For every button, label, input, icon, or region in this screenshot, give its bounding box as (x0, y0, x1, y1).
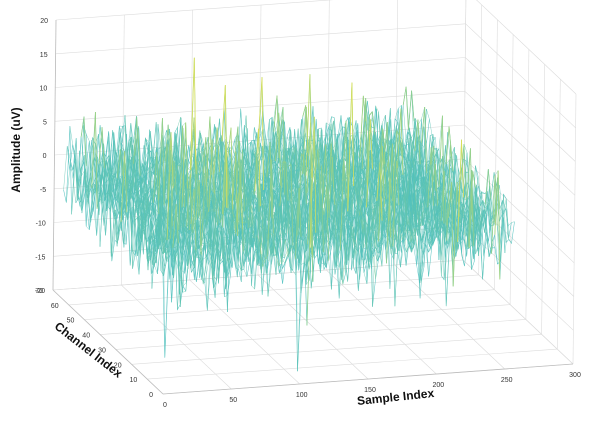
grid-line (147, 349, 557, 379)
mesh-peak-segment (408, 91, 411, 130)
grid-line (466, 0, 576, 94)
surface-mesh (64, 58, 515, 371)
grid-line (69, 275, 479, 305)
z-tick-label: 20 (40, 18, 48, 25)
grid-line (258, 275, 368, 379)
x-tick-label: 50 (229, 397, 237, 404)
grid-line (84, 290, 494, 320)
y-tick-label: 0 (149, 392, 153, 399)
z-tick-label: 15 (40, 52, 48, 59)
z-axis-label: Amplitude (uV) (9, 107, 23, 192)
grid-line (100, 305, 510, 335)
mesh-peak-segment (406, 87, 408, 130)
y-tick-label: 60 (51, 303, 59, 310)
x-tick-label: 100 (296, 392, 308, 399)
z-tick-label: -5 (40, 187, 46, 194)
grid-line (395, 265, 505, 369)
z-tick-label: 10 (40, 86, 48, 93)
grid-line (116, 319, 526, 349)
x-tick-label: 250 (501, 377, 513, 384)
z-tick-label: -15 (35, 254, 45, 261)
y-axis-label: Channel Index (52, 319, 126, 381)
z-tick-label: -10 (36, 221, 46, 228)
grid-line (132, 334, 542, 364)
mesh-peak-segment (439, 116, 443, 188)
z-tick-label: 0 (43, 153, 47, 160)
grid-line (465, 91, 575, 195)
x-tick-label: 0 (163, 402, 167, 409)
grid-line (463, 260, 573, 364)
x-tick-label: 300 (569, 372, 581, 379)
y-tick-label: 10 (130, 377, 138, 384)
grid-line (466, 24, 576, 128)
z-tick-label: -20 (35, 288, 45, 295)
x-tick-label: 200 (432, 382, 444, 389)
z-tick-label: 5 (43, 119, 47, 126)
grid-line (465, 58, 575, 162)
mesh-peak-segment (370, 112, 373, 116)
grid-line (121, 285, 231, 389)
